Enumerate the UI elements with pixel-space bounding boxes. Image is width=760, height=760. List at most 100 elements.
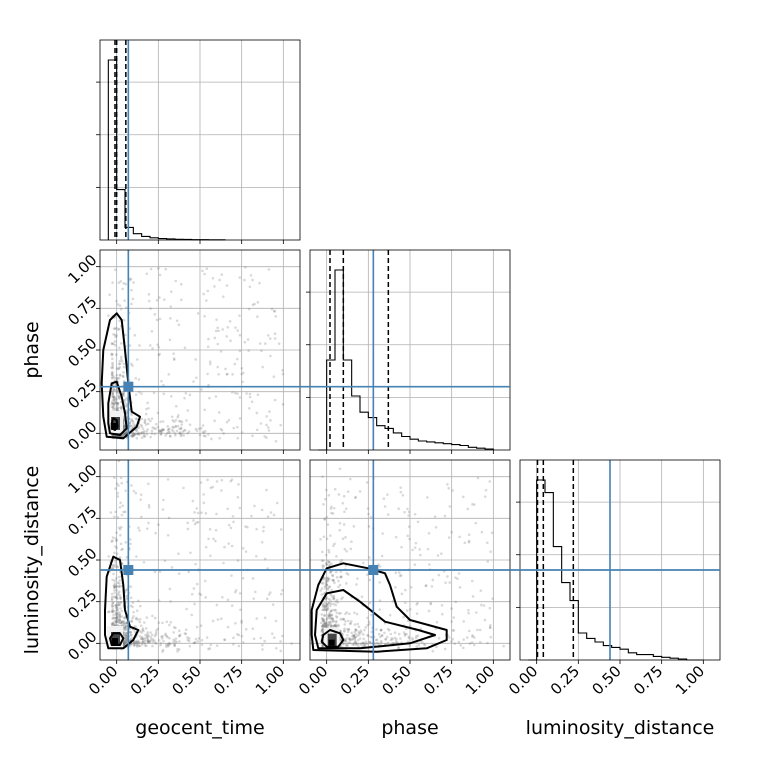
scatter-point bbox=[204, 434, 207, 438]
scatter-point bbox=[252, 597, 256, 600]
scatter-point bbox=[346, 573, 350, 576]
scatter-point bbox=[158, 296, 161, 299]
scatter-point bbox=[218, 436, 221, 440]
scatter-point bbox=[175, 429, 179, 433]
scatter-point bbox=[218, 278, 221, 282]
scatter-point bbox=[188, 644, 192, 648]
scatter-point bbox=[237, 482, 240, 486]
scatter-point bbox=[174, 626, 177, 630]
scatter-point bbox=[397, 646, 400, 650]
scatter-point bbox=[274, 439, 278, 443]
scatter-point bbox=[331, 617, 334, 620]
scatter-point bbox=[111, 357, 114, 361]
scatter-point bbox=[451, 629, 455, 632]
scatter-point bbox=[195, 582, 199, 586]
scatter-point bbox=[202, 501, 206, 505]
scatter-point bbox=[122, 419, 126, 422]
scatter-point bbox=[382, 497, 386, 501]
scatter-point bbox=[160, 430, 164, 433]
scatter-point bbox=[433, 515, 437, 518]
scatter-point bbox=[324, 578, 327, 582]
scatter-point bbox=[355, 612, 359, 616]
scatter-point bbox=[115, 546, 118, 550]
scatter-point bbox=[139, 432, 142, 436]
scatter-point bbox=[150, 429, 154, 433]
scatter-point bbox=[178, 640, 181, 643]
scatter-point bbox=[357, 630, 360, 634]
scatter-point bbox=[117, 376, 121, 380]
scatter-point bbox=[119, 279, 123, 283]
scatter-point bbox=[124, 638, 128, 642]
scatter-point bbox=[322, 619, 325, 623]
scatter-point bbox=[115, 593, 119, 597]
scatter-point bbox=[329, 609, 333, 613]
scatter-point bbox=[111, 578, 114, 582]
scatter-point bbox=[344, 612, 347, 616]
scatter-point bbox=[111, 401, 114, 405]
scatter-point bbox=[180, 420, 184, 423]
scatter-point bbox=[145, 407, 148, 411]
scatter-point bbox=[447, 636, 451, 639]
scatter-point bbox=[348, 622, 352, 626]
scatter-point bbox=[149, 631, 152, 634]
scatter-point bbox=[344, 507, 348, 511]
scatter-point bbox=[271, 603, 275, 606]
scatter-point bbox=[114, 596, 117, 599]
scatter-point bbox=[194, 358, 197, 361]
scatter-point bbox=[241, 380, 244, 384]
scatter-point bbox=[114, 585, 117, 589]
scatter-point bbox=[161, 648, 165, 652]
scatter-point bbox=[453, 642, 457, 645]
scatter-point bbox=[362, 633, 365, 636]
scatter-point bbox=[116, 592, 120, 595]
scatter-point bbox=[169, 642, 172, 646]
scatter-point bbox=[238, 314, 241, 317]
scatter-point bbox=[116, 618, 119, 622]
scatter-point bbox=[334, 570, 338, 574]
scatter-point bbox=[116, 407, 119, 410]
scatter-point bbox=[132, 643, 136, 647]
scatter-point bbox=[375, 628, 378, 631]
scatter-point bbox=[115, 531, 118, 535]
scatter-point bbox=[323, 606, 327, 610]
scatter-point bbox=[166, 478, 170, 481]
scatter-point bbox=[233, 590, 237, 594]
scatter-point bbox=[112, 407, 115, 411]
scatter-point bbox=[197, 637, 201, 640]
scatter-point bbox=[151, 347, 154, 350]
scatter-point bbox=[363, 642, 367, 646]
scatter-point bbox=[361, 641, 365, 644]
scatter-point bbox=[368, 601, 372, 605]
scatter-point bbox=[172, 426, 175, 429]
scatter-point bbox=[111, 281, 114, 284]
scatter-point bbox=[320, 624, 324, 628]
scatter-point bbox=[256, 315, 259, 318]
scatter-point bbox=[177, 648, 181, 651]
scatter-point bbox=[142, 430, 146, 433]
scatter-point bbox=[328, 585, 331, 588]
scatter-point bbox=[162, 428, 166, 431]
scatter-point bbox=[140, 425, 144, 428]
scatter-point bbox=[261, 648, 264, 651]
x-tick-label: 0.25 bbox=[337, 662, 373, 698]
scatter-point bbox=[143, 420, 147, 423]
scatter-point bbox=[148, 344, 152, 347]
scatter-point bbox=[135, 645, 139, 648]
scatter-point bbox=[407, 510, 411, 514]
scatter-point bbox=[123, 640, 127, 644]
scatter-point bbox=[121, 392, 125, 395]
scatter-point bbox=[112, 398, 115, 401]
scatter-point bbox=[116, 495, 120, 498]
scatter-point bbox=[146, 633, 149, 636]
scatter-point bbox=[387, 628, 391, 632]
scatter-point bbox=[123, 625, 126, 628]
scatter-point bbox=[170, 415, 174, 419]
scatter-point bbox=[227, 418, 231, 422]
scatter-point bbox=[435, 645, 438, 649]
scatter-point bbox=[337, 585, 340, 589]
scatter-point bbox=[117, 367, 121, 370]
scatter-point bbox=[416, 601, 419, 605]
scatter-point bbox=[205, 636, 209, 639]
scatter-point bbox=[167, 642, 171, 645]
scatter-point bbox=[415, 603, 418, 606]
